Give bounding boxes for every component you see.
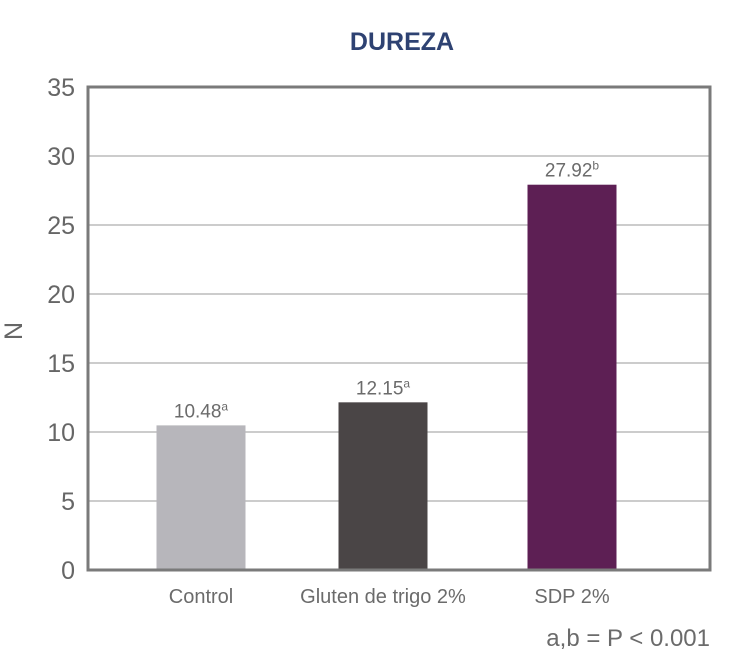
data-label: 27.92b (545, 159, 600, 182)
data-label-superscript: b (592, 159, 599, 173)
chart-title: DUREZA (350, 28, 454, 56)
category-label: Control (169, 586, 233, 608)
y-tick-label: 15 (47, 350, 75, 378)
y-tick-label: 30 (47, 143, 75, 171)
data-label: 10.48a (174, 399, 229, 422)
y-axis-label: N (0, 322, 28, 340)
y-tick-label: 25 (47, 212, 75, 240)
y-tick-label: 20 (47, 281, 75, 309)
significance-note: a,b = P < 0.001 (546, 625, 710, 652)
category-label: Gluten de trigo 2% (300, 586, 466, 608)
category-label: SDP 2% (534, 586, 609, 608)
plot-frame (86, 85, 712, 572)
bar (156, 425, 246, 570)
data-label-value: 27.92 (545, 161, 593, 182)
y-tick-label: 5 (61, 488, 75, 516)
data-label-superscript: a (403, 376, 410, 390)
y-tick-label: 0 (61, 557, 75, 585)
y-tick-label: 10 (47, 419, 75, 447)
bars (156, 184, 617, 571)
data-label-superscript: a (221, 399, 228, 413)
y-tick-labels: 0 5 10 15 20 25 30 35 (47, 74, 75, 585)
bar (527, 184, 617, 571)
y-tick-label: 35 (47, 74, 75, 102)
data-label: 12.15a (356, 376, 411, 399)
data-label-value: 10.48 (174, 401, 222, 422)
category-labels: Control Gluten de trigo 2% SDP 2% (169, 586, 610, 608)
bar (338, 402, 428, 570)
data-label-value: 12.15 (356, 378, 404, 399)
